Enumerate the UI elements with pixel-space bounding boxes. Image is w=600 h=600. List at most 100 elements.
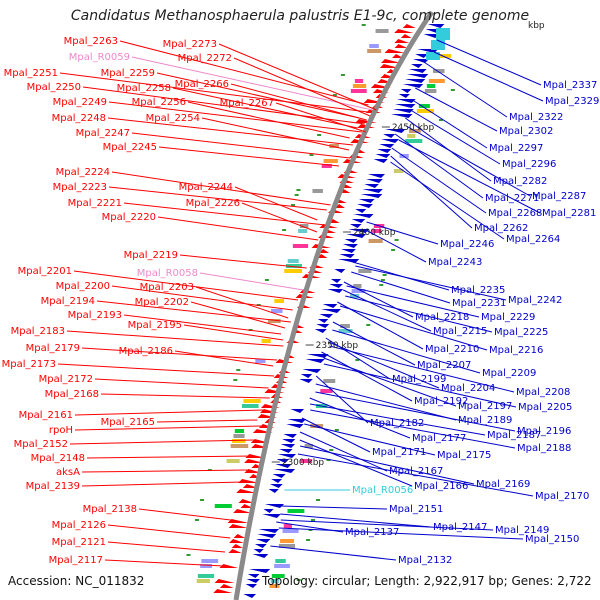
gene-label-left[interactable]: Mpal_2152 — [14, 439, 68, 450]
gene-label-right[interactable]: Mpal_2271 — [485, 193, 539, 204]
gene-label-right[interactable]: Mpal_2169 — [476, 479, 530, 490]
gene-label-right[interactable]: Mpal_2216 — [489, 345, 543, 356]
gene-label-left[interactable]: rpoH — [49, 425, 73, 436]
gene-label-left[interactable]: Mpal_2195 — [128, 320, 182, 331]
gene-label-left[interactable]: Mpal_2219 — [124, 250, 178, 261]
gene-label-right[interactable]: Mpal_2264 — [506, 234, 560, 245]
gene-label-right[interactable]: Mpal_2199 — [392, 374, 446, 385]
gene-label-right[interactable]: Mpal_2147 — [433, 522, 487, 533]
gene-label-right[interactable]: Mpal_2337 — [543, 80, 597, 91]
gene-label-right[interactable]: Mpal_2171 — [372, 447, 426, 458]
gene-label-right[interactable]: Mpal_2262 — [474, 223, 528, 234]
gene-label-left[interactable]: Mpal_2220 — [102, 212, 156, 223]
gene-label-left[interactable]: Mpal_2247 — [76, 128, 130, 139]
gene-label-left[interactable]: Mpal_2245 — [103, 142, 157, 153]
gene-label-left[interactable]: Mpal_2258 — [117, 83, 171, 94]
gene-label-left[interactable]: Mpal_2203 — [140, 282, 194, 293]
gene-label-right[interactable]: Mpal_2207 — [417, 360, 471, 371]
gene-label-right[interactable]: Mpal_2225 — [494, 327, 548, 338]
gene-label-left[interactable]: Mpal_2165 — [101, 417, 155, 428]
gene-label-right[interactable]: Mpal_2281 — [542, 208, 596, 219]
gene-label-left[interactable]: Mpal_2183 — [11, 326, 65, 337]
gene-label-right[interactable]: Mpal_2215 — [433, 326, 487, 337]
gene-label-right[interactable]: Mpal_2196 — [517, 426, 571, 437]
gene-label-right[interactable]: Mpal_2205 — [518, 402, 572, 413]
gene-label-left[interactable]: Mpal_R0059 — [69, 52, 130, 63]
gene-label-left[interactable]: Mpal_2224 — [56, 167, 110, 178]
gene-label-right[interactable]: Mpal_2149 — [495, 525, 549, 536]
gene-label-right[interactable]: Mpal_2187 — [487, 430, 541, 441]
gene-label-left[interactable]: Mpal_2179 — [26, 343, 80, 354]
gene-label-right[interactable]: Mpal_2177 — [412, 433, 466, 444]
gene-label-left[interactable]: Mpal_2193 — [68, 310, 122, 321]
gene-label-right[interactable]: Mpal_2243 — [428, 257, 482, 268]
gene-label-left[interactable]: Mpal_2161 — [19, 410, 73, 421]
gene-label-right[interactable]: Mpal_2218 — [415, 312, 469, 323]
gene-label-right[interactable]: Mpal_2182 — [370, 418, 424, 429]
gene-label-right[interactable]: Mpal_2231 — [452, 298, 506, 309]
gene-label-right[interactable]: Mpal_2287 — [532, 191, 586, 202]
gene-label-left[interactable]: Mpal_2139 — [26, 481, 80, 492]
gene-label-left[interactable]: Mpal_2244 — [179, 182, 233, 193]
gene-label-left[interactable]: Mpal_2250 — [27, 82, 81, 93]
gene-label-left[interactable]: Mpal_2121 — [52, 537, 106, 548]
gene-label-left[interactable]: Mpal_2201 — [18, 266, 72, 277]
gene-label-right[interactable]: Mpal_R0056 — [352, 485, 413, 496]
gene-label-left[interactable]: Mpal_2267 — [220, 98, 274, 109]
gene-label-right[interactable]: Mpal_2329 — [545, 96, 599, 107]
gene-label-right[interactable]: Mpal_2229 — [481, 312, 535, 323]
gene-label-right[interactable]: Mpal_2296 — [502, 159, 556, 170]
gene-label-right[interactable]: Mpal_2268 — [488, 208, 542, 219]
gene-label-left[interactable]: Mpal_2172 — [39, 374, 93, 385]
gene-label-left[interactable]: Mpal_2138 — [83, 504, 137, 515]
gene-label-right[interactable]: Mpal_2282 — [493, 176, 547, 187]
gene-label-left[interactable]: Mpal_2194 — [41, 296, 95, 307]
gene-label-right[interactable]: Mpal_2166 — [414, 481, 468, 492]
gene-label-left[interactable]: Mpal_2168 — [45, 389, 99, 400]
gene-label-right[interactable]: Mpal_2322 — [509, 112, 563, 123]
gene-label-left[interactable]: Mpal_2148 — [31, 453, 85, 464]
gene-label-left[interactable]: Mpal_R0058 — [137, 268, 198, 279]
gene-label-left[interactable]: Mpal_2202 — [135, 297, 189, 308]
gene-label-left[interactable]: Mpal_2200 — [56, 281, 110, 292]
gene-label-left[interactable]: Mpal_2226 — [186, 198, 240, 209]
gene-label-left[interactable]: Mpal_2251 — [4, 68, 58, 79]
gene-label-right[interactable]: Mpal_2175 — [437, 450, 491, 461]
gene-label-left[interactable]: Mpal_2117 — [49, 555, 103, 566]
gene-label-left[interactable]: Mpal_2273 — [163, 39, 217, 50]
gene-label-right[interactable]: Mpal_2197 — [458, 401, 512, 412]
gene-label-left[interactable]: Mpal_2263 — [64, 36, 118, 47]
gene-label-left[interactable]: Mpal_2249 — [53, 97, 107, 108]
gene-label-right[interactable]: Mpal_2137 — [345, 527, 399, 538]
gene-label-right[interactable]: Mpal_2208 — [516, 387, 570, 398]
gene-label-left[interactable]: aksA — [56, 467, 80, 478]
gene-label-right[interactable]: Mpal_2151 — [389, 504, 443, 515]
gene-label-right[interactable]: Mpal_2170 — [535, 491, 589, 502]
gene-label-right[interactable]: Mpal_2297 — [489, 143, 543, 154]
gene-label-right[interactable]: Mpal_2302 — [499, 126, 553, 137]
gene-label-left[interactable]: Mpal_2173 — [2, 359, 56, 370]
gene-label-right[interactable]: Mpal_2188 — [517, 443, 571, 454]
gene-label-left[interactable]: Mpal_2248 — [52, 113, 106, 124]
gene-label-right[interactable]: Mpal_2204 — [441, 383, 495, 394]
gene-label-right[interactable]: Mpal_2235 — [451, 285, 505, 296]
gene-label-left[interactable]: Mpal_2256 — [132, 97, 186, 108]
gene-label-right[interactable]: Mpal_2167 — [389, 466, 443, 477]
gene-label-left[interactable]: Mpal_2221 — [68, 198, 122, 209]
gene-label-left[interactable]: Mpal_2272 — [178, 53, 232, 64]
gene-label-right[interactable]: Mpal_2192 — [414, 396, 468, 407]
gene-label-left[interactable]: Mpal_2223 — [53, 182, 107, 193]
gene-label-right[interactable]: Mpal_2246 — [440, 239, 494, 250]
gene-label-right[interactable]: Mpal_2210 — [425, 344, 479, 355]
gene-label-right[interactable]: Mpal_2189 — [458, 415, 512, 426]
gene-label-left[interactable]: Mpal_2126 — [52, 520, 106, 531]
gene-label-right[interactable]: Mpal_2209 — [482, 368, 536, 379]
gene-arrow-reverse — [282, 439, 296, 443]
gene-label-right[interactable]: Mpal_2150 — [525, 534, 579, 545]
gene-label-right[interactable]: Mpal_2132 — [398, 555, 452, 566]
gene-label-left[interactable]: Mpal_2259 — [101, 68, 155, 79]
gene-label-left[interactable]: Mpal_2254 — [146, 113, 200, 124]
gene-label-left[interactable]: Mpal_2266 — [175, 79, 229, 90]
gene-label-right[interactable]: Mpal_2242 — [508, 295, 562, 306]
gene-label-left[interactable]: Mpal_2186 — [119, 346, 173, 357]
